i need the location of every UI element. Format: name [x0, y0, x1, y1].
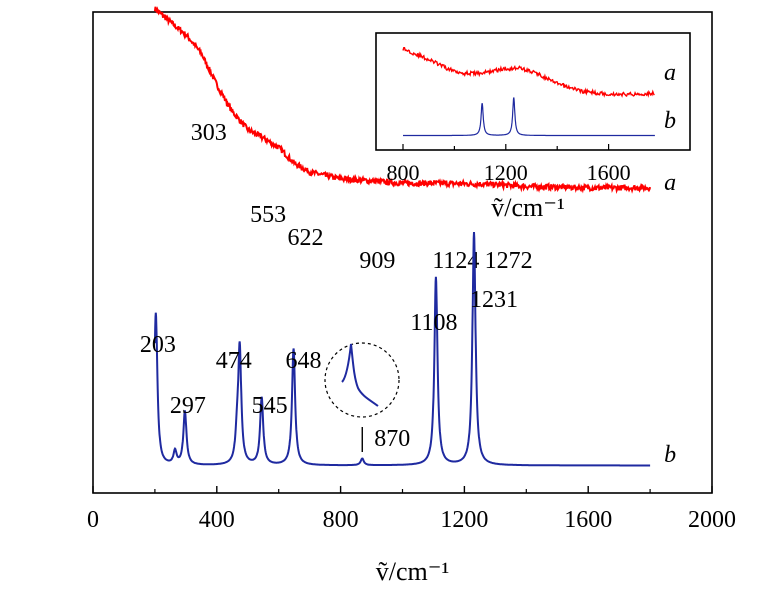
- x-tick-label: 1600: [564, 507, 612, 533]
- x-tick-label: 400: [199, 507, 235, 533]
- series-b-label: b: [664, 442, 676, 468]
- inset-frame: [375, 32, 691, 151]
- series-a-label: a: [664, 170, 676, 196]
- series-b-peak-label: 297: [170, 393, 206, 419]
- inset-x-tick-label: 800: [387, 160, 420, 185]
- series-a-peak-label: 909: [359, 248, 395, 274]
- series-b-peak-label: 545: [252, 393, 288, 419]
- series-a-peak-label: 553: [250, 202, 286, 228]
- x-tick-label: 0: [87, 507, 99, 533]
- series-b-peak-label: 1108: [410, 310, 457, 336]
- series-b-line: [153, 232, 651, 467]
- series-b-peak-label: 474: [216, 348, 252, 374]
- series-a-peak-label: 303: [191, 120, 227, 146]
- x-tick-label: 2000: [688, 507, 736, 533]
- inset-x-tick-label: 1600: [587, 160, 631, 185]
- zoom-circle: [324, 342, 400, 418]
- inset-series-a-line: [402, 47, 655, 98]
- series-a-line: [153, 6, 652, 194]
- zoom-circle-curve: [341, 343, 379, 407]
- series-a-peak-label: 622: [288, 225, 324, 251]
- series-b-peak-label: 1231: [470, 287, 518, 313]
- x-tick-label: 1200: [440, 507, 488, 533]
- series-a-peak-label: 1124: [432, 248, 479, 274]
- inset-series-a-label: a: [664, 60, 676, 86]
- inset-x-axis-title: ṽ/cm⁻¹: [491, 193, 565, 222]
- series-b-peak-label: 870: [374, 426, 410, 452]
- x-tick-label: 800: [323, 507, 359, 533]
- series-b-peak-label: 648: [286, 348, 322, 374]
- inset-series-b-line: [403, 97, 655, 137]
- series-b-peak-label: 203: [140, 332, 176, 358]
- x-axis-title: ṽ/cm⁻¹: [376, 557, 450, 586]
- series-a-peak-label: 1272: [485, 248, 533, 274]
- inset-x-tick-label: 1200: [484, 160, 528, 185]
- inset-series-b-label: b: [664, 108, 676, 134]
